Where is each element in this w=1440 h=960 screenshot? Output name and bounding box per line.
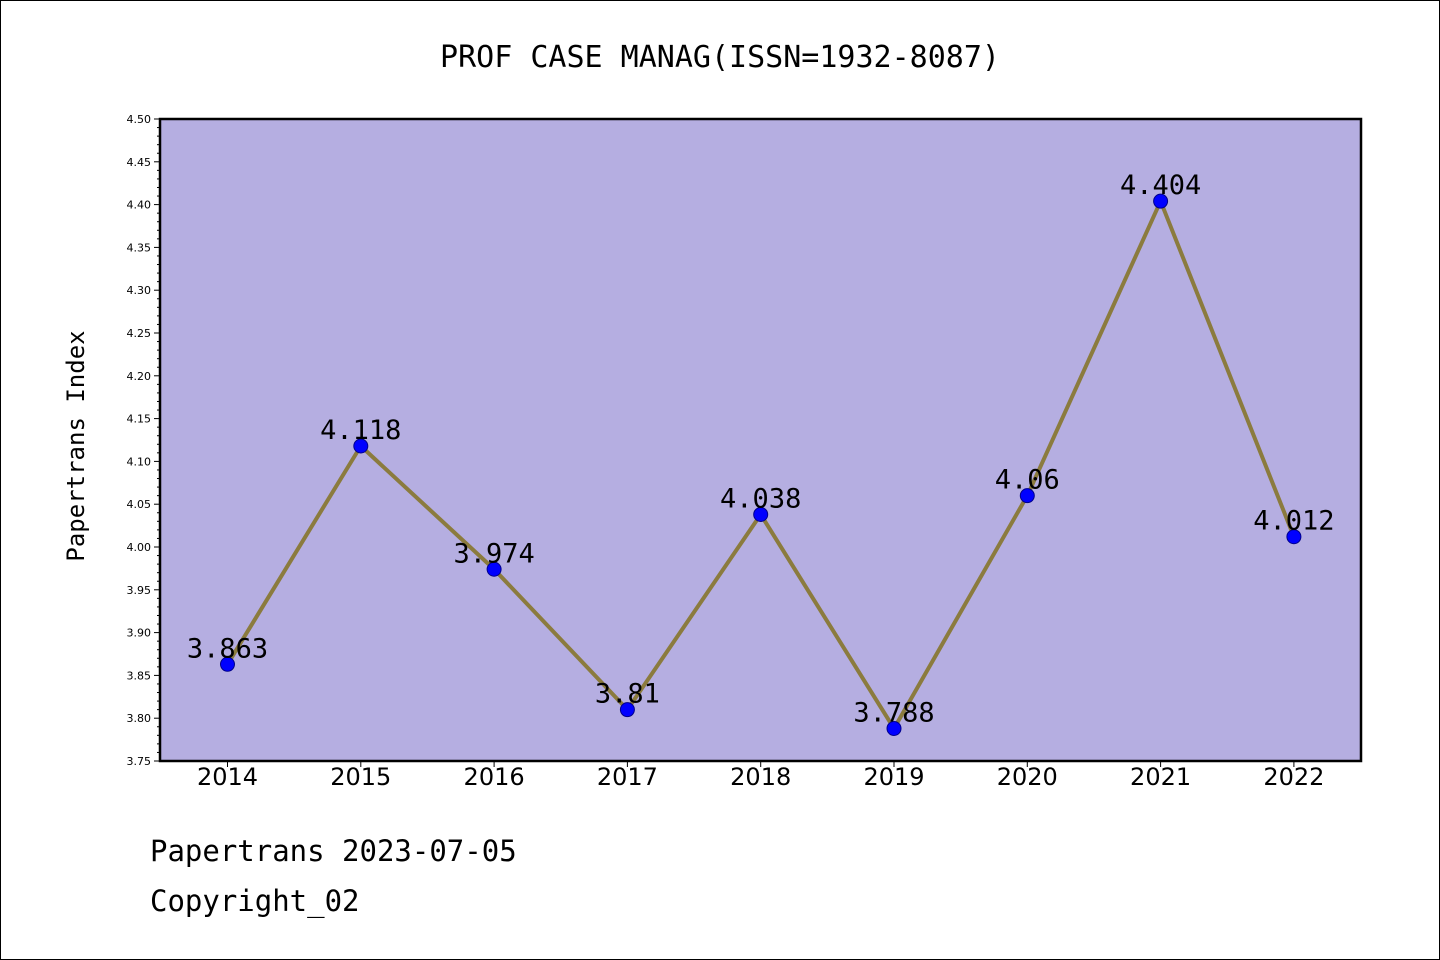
data-label: 4.404 — [1120, 170, 1201, 201]
y-tick-label: 3.85 — [127, 669, 152, 682]
plot-border — [158, 117, 1363, 763]
data-label: 4.118 — [320, 415, 401, 446]
y-tick-label: 4.40 — [127, 199, 152, 212]
data-point-marker — [353, 438, 369, 454]
y-tick-label: 4.10 — [127, 455, 152, 468]
data-label: 4.06 — [995, 465, 1060, 496]
x-tick-label: 2018 — [730, 763, 791, 791]
y-tick-label: 4.50 — [127, 113, 152, 126]
plot-area-group: 3.75 3.80 3.85 3.90 3.95 4.00 4.05 4.10 4.15 4.20… — [127, 113, 1363, 791]
y-tick-label: 3.80 — [127, 712, 152, 725]
y-tick-label: 3.75 — [127, 755, 152, 768]
data-point-marker — [486, 561, 502, 577]
x-tick-label: 2016 — [464, 763, 525, 791]
data-label: 3.81 — [595, 679, 660, 710]
data-point-marker — [1153, 193, 1169, 209]
y-tick-label: 4.15 — [127, 413, 152, 426]
x-tick-label: 2015 — [330, 763, 391, 791]
y-tick-label: 4.25 — [127, 327, 152, 340]
data-point-marker — [619, 702, 635, 718]
y-tick-label: 4.45 — [127, 156, 152, 169]
x-tick-label: 2019 — [863, 763, 924, 791]
data-point-marker — [886, 720, 902, 736]
x-tick-label: 2022 — [1263, 763, 1324, 791]
y-tick-label: 3.90 — [127, 627, 152, 640]
data-point-marker — [1286, 529, 1302, 545]
x-tick-label: 2021 — [1130, 763, 1191, 791]
y-tick-label: 4.20 — [127, 370, 152, 383]
data-point-marker — [220, 656, 235, 672]
y-tick-label: 4.30 — [127, 284, 152, 297]
y-axis-label: Papertrans Index — [62, 330, 90, 561]
y-tick-label: 4.05 — [127, 498, 152, 511]
x-tick-label: 2017 — [597, 763, 658, 791]
footer-date-line: Papertrans 2023-07-05 — [150, 834, 517, 868]
data-label: 3.863 — [187, 633, 268, 664]
data-point-marker — [753, 506, 769, 522]
x-tick-label: 2020 — [997, 763, 1058, 791]
y-tick-label: 4.00 — [127, 541, 152, 554]
x-tick-label: 2014 — [197, 763, 258, 791]
y-tick-label: 4.35 — [127, 241, 152, 254]
data-label: 4.012 — [1253, 506, 1334, 537]
data-point-marker — [1019, 488, 1035, 504]
data-label: 3.788 — [853, 697, 934, 728]
footer-copyright-line: Copyright_02 — [150, 884, 360, 918]
y-tick-label: 3.95 — [127, 584, 152, 597]
data-label: 4.038 — [720, 483, 801, 514]
data-label: 3.974 — [453, 538, 534, 569]
chart-title: PROF CASE MANAG(ISSN=1932-8087) — [440, 40, 1000, 75]
